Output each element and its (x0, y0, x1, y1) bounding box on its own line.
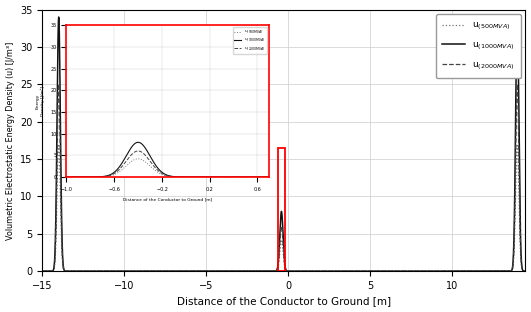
u$_{(500MVA)}$ (50, 269, 57, 272)
X-axis label: Distance of the Conductor to Ground [m]: Distance of the Conductor to Ground [m] (177, 296, 391, 306)
u$_{(1000MVA)}$ (499, 269, 505, 273)
u$_{(500MVA)}$ (499, 269, 505, 273)
Line: u$_{(2000MVA)}$: u$_{(2000MVA)}$ (42, 84, 526, 271)
u$_{(500MVA)}$ (514, 142, 520, 146)
u$_{(2000MVA)}$ (119, 269, 125, 273)
u$_{(2000MVA)}$ (347, 269, 353, 273)
Y-axis label: Volumetric Electrostatic Energy Density (u) [J/m³]: Volumetric Electrostatic Energy Density … (5, 41, 14, 240)
u$_{(1000MVA)}$ (477, 269, 483, 273)
u$_{(2000MVA)}$ (499, 269, 505, 273)
Bar (278, 148, 285, 271)
u$_{(2000MVA)}$ (477, 269, 483, 273)
u$_{(2000MVA)}$ (523, 269, 529, 273)
u$_{(500MVA)}$ (294, 269, 300, 273)
u$_{(2000MVA)}$ (98, 269, 105, 273)
Legend: u$_{(500MVA)}$, u$_{(1000MVA)}$, u$_{(2000MVA)}$: u$_{(500MVA)}$, u$_{(1000MVA)}$, u$_{(20… (436, 14, 521, 78)
u$_{(500MVA)}$ (523, 269, 529, 273)
u$_{(2000MVA)}$ (294, 269, 300, 273)
u$_{(500MVA)}$ (119, 269, 125, 273)
u$_{(500MVA)}$ (347, 269, 353, 273)
u$_{(500MVA)}$ (477, 269, 483, 273)
u$_{(500MVA)}$ (98, 269, 105, 273)
Line: u$_{(1000MVA)}$: u$_{(1000MVA)}$ (42, 17, 526, 271)
u$_{(1000MVA)}$ (514, 15, 520, 19)
u$_{(1000MVA)}$ (294, 269, 300, 273)
u$_{(2000MVA)}$ (514, 82, 520, 86)
u$_{(2000MVA)}$ (39, 269, 46, 273)
u$_{(2000MVA)}$ (50, 268, 57, 272)
u$_{(500MVA)}$ (39, 269, 46, 273)
u$_{(1000MVA)}$ (119, 269, 125, 273)
u$_{(1000MVA)}$ (523, 269, 529, 273)
u$_{(1000MVA)}$ (39, 269, 46, 273)
u$_{(1000MVA)}$ (50, 268, 57, 272)
Line: u$_{(500MVA)}$: u$_{(500MVA)}$ (42, 144, 526, 271)
u$_{(1000MVA)}$ (347, 269, 353, 273)
u$_{(1000MVA)}$ (98, 269, 105, 273)
